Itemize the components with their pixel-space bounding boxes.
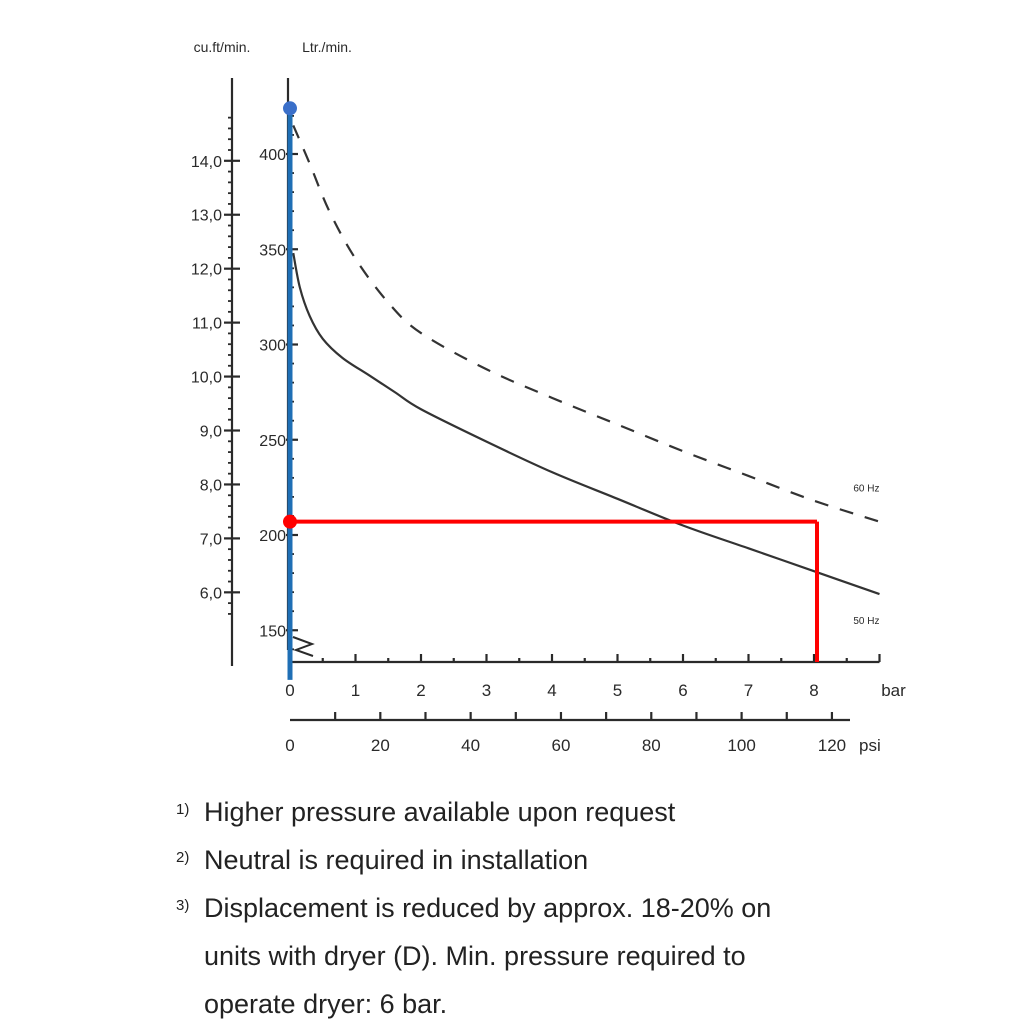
axis-break-mark: [292, 636, 315, 657]
footnote-text: operate dryer: 6 bar.: [204, 989, 448, 1019]
footnote-text: units with dryer (D). Min. pressure requ…: [204, 941, 746, 971]
ltr-tick-label: 400: [259, 147, 286, 164]
ltr-axis-label: Ltr./min.: [302, 39, 352, 55]
footnote-mark: 3): [176, 897, 190, 914]
cuft-tick-label: 6,0: [200, 585, 222, 602]
bar-tick-label: 2: [416, 681, 425, 700]
chart-curves: [292, 124, 880, 596]
psi-tick-label: 120: [818, 736, 846, 755]
cuft-tick-label: 14,0: [191, 154, 222, 171]
footnote-2: 2) Neutral is required in installation: [176, 836, 996, 884]
psi-tick-label: 0: [285, 736, 294, 755]
cuft-tick-label: 9,0: [200, 424, 222, 441]
psi-tick-label: 60: [552, 736, 571, 755]
psi-axis-label: psi: [859, 736, 881, 755]
cuft-tick-label: 12,0: [191, 262, 222, 279]
footnote-1: 1) Higher pressure available upon reques…: [176, 788, 996, 836]
compressor-flow-chart: cu.ft/min. 14,0 13,0 12,0 11,0 10,0 9,0 8,0 7,0 6…: [191, 39, 906, 755]
footnote-text: Higher pressure available upon request: [204, 797, 676, 827]
bar-tick-label: 5: [613, 681, 622, 700]
label-50hz: 50 Hz: [853, 616, 879, 627]
ltr-tick-label: 300: [259, 338, 286, 355]
ltr-tick-label: 200: [259, 528, 286, 545]
bar-tick-label: 1: [351, 681, 360, 700]
label-60hz: 60 Hz: [853, 484, 879, 495]
bar-tick-label: 0: [285, 681, 294, 700]
cuft-axis-label: cu.ft/min.: [194, 39, 251, 55]
ltr-tick-label: 250: [259, 433, 286, 450]
curve-50hz: [292, 252, 880, 596]
ltr-tick-label: 350: [259, 242, 286, 259]
cuft-tick-label: 10,0: [191, 370, 222, 387]
footnotes: 1) Higher pressure available upon reques…: [176, 788, 996, 1028]
footnote-mark: 2): [176, 849, 190, 866]
footnote-text: Neutral is required in installation: [204, 845, 589, 875]
bar-axis-label: bar: [881, 681, 906, 700]
psi-tick-label: 100: [727, 736, 755, 755]
psi-tick-label: 80: [642, 736, 661, 755]
footnote-mark: 1): [176, 801, 190, 818]
psi-tick-label: 40: [461, 736, 480, 755]
bar-tick-label: 6: [678, 681, 687, 700]
bar-tick-label: 4: [547, 681, 556, 700]
tick-labels: cu.ft/min. 14,0 13,0 12,0 11,0 10,0 9,0 8,0 7,0 6…: [191, 39, 906, 755]
cuft-tick-label: 8,0: [200, 477, 222, 494]
bar-tick-label: 7: [744, 681, 753, 700]
footnote-text: Displacement is reduced by approx. 18-20…: [204, 893, 772, 923]
psi-tick-label: 20: [371, 736, 390, 755]
bar-tick-label: 8: [809, 681, 818, 700]
chart-overlays: [283, 101, 819, 680]
blue-top-dot: [283, 101, 297, 116]
cuft-tick-label: 11,0: [192, 316, 222, 333]
cuft-tick-label: 7,0: [200, 531, 222, 548]
red-dot: [283, 514, 297, 529]
bar-tick-label: 3: [482, 681, 491, 700]
chart-axes: [224, 78, 881, 722]
footnote-3: 3) Displacement is reduced by approx. 18…: [176, 884, 996, 1028]
cuft-tick-label: 13,0: [191, 208, 222, 225]
curve-60hz: [292, 124, 880, 523]
ltr-tick-label: 150: [259, 623, 286, 640]
